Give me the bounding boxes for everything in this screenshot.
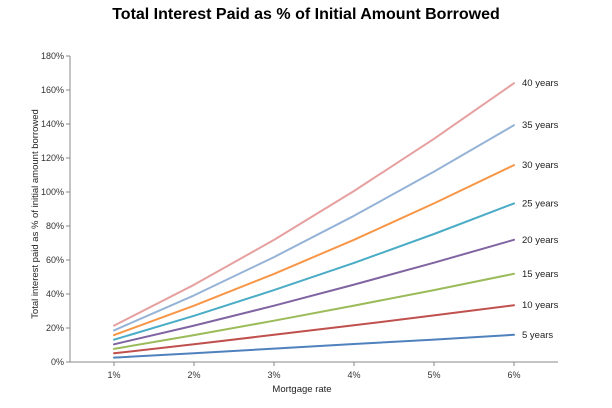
x-tick-label: 2% [187, 370, 200, 380]
series-label: 20 years [522, 235, 559, 246]
series-label: 30 years [522, 160, 559, 171]
y-tick-label: 0% [51, 357, 64, 367]
x-tick-label: 3% [267, 370, 280, 380]
chart-title: Total Interest Paid as % of Initial Amou… [112, 6, 500, 23]
series-line [113, 164, 515, 337]
series-line [113, 202, 515, 341]
y-axis-title: Total interest paid as % of initial amou… [30, 109, 41, 319]
series-line [113, 124, 515, 332]
y-tick-label: 80% [46, 221, 64, 231]
y-tick-label: 120% [41, 153, 64, 163]
series-label: 5 years [522, 330, 553, 341]
x-tick-label: 5% [427, 370, 440, 380]
series-line [113, 82, 515, 327]
y-tick-label: 40% [46, 289, 64, 299]
series-line [113, 304, 515, 355]
series-label: 25 years [522, 198, 559, 209]
y-tick-label: 20% [46, 323, 64, 333]
series-label: 35 years [522, 120, 559, 131]
x-tick-label: 1% [107, 370, 120, 380]
x-axis-title: Mortgage rate [272, 384, 331, 395]
y-tick-label: 100% [41, 187, 64, 197]
x-tick-label: 4% [347, 370, 360, 380]
series-label: 10 years [522, 300, 559, 311]
y-tick-label: 60% [46, 255, 64, 265]
y-tick-label: 180% [41, 51, 64, 61]
series-line [113, 238, 515, 346]
series-label: 15 years [522, 269, 559, 280]
y-tick-label: 160% [41, 85, 64, 95]
y-tick-label: 140% [41, 119, 64, 129]
series-line [113, 272, 515, 350]
x-tick-label: 6% [507, 370, 520, 380]
series-label: 40 years [522, 78, 559, 89]
series-line [113, 333, 515, 359]
